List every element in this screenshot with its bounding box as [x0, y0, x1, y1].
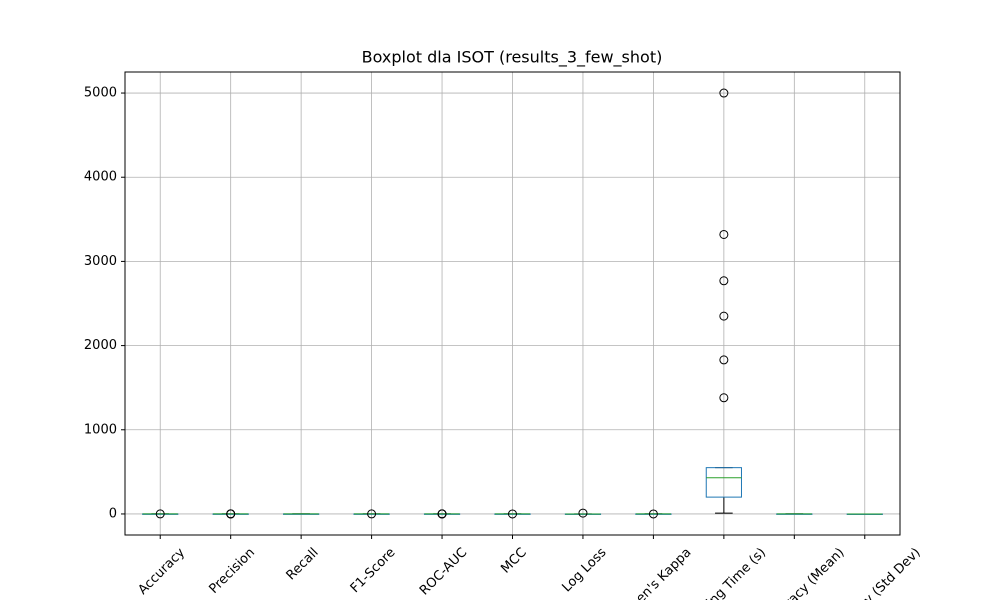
flier [648, 509, 658, 519]
flier [367, 509, 377, 519]
y-tick-label: 5000 [84, 86, 117, 101]
y-tick-label: 4000 [84, 170, 117, 185]
flier [437, 509, 447, 519]
x-tick-label: Cohen's Kappa [615, 545, 694, 600]
flier [719, 355, 729, 365]
x-tick-label: MCC [498, 545, 529, 576]
x-tick-label: F1-Score [348, 545, 399, 596]
x-tick-label: ROC-AUC [417, 545, 470, 598]
flier [719, 88, 729, 98]
y-tick-label: 3000 [84, 254, 117, 269]
y-tick-label: 2000 [84, 338, 117, 353]
chart-title: Boxplot dla ISOT (results_3_few_shot) [362, 48, 663, 68]
flier [719, 276, 729, 286]
flier [719, 393, 729, 403]
flier [719, 229, 729, 239]
x-tick-label: Log Loss [559, 545, 609, 595]
x-tick-label: Training Time (s) [681, 545, 769, 600]
y-tick-label: 0 [109, 506, 117, 521]
x-tick-label: Precision [206, 545, 258, 597]
flier [155, 509, 165, 519]
x-tick-label: Recall [284, 545, 322, 583]
flier [226, 509, 236, 519]
box [705, 467, 742, 498]
flier [578, 508, 588, 518]
flier [719, 311, 729, 321]
y-tick-label: 1000 [84, 422, 117, 437]
x-tick-label: Accuracy [135, 545, 188, 598]
flier [508, 509, 517, 519]
